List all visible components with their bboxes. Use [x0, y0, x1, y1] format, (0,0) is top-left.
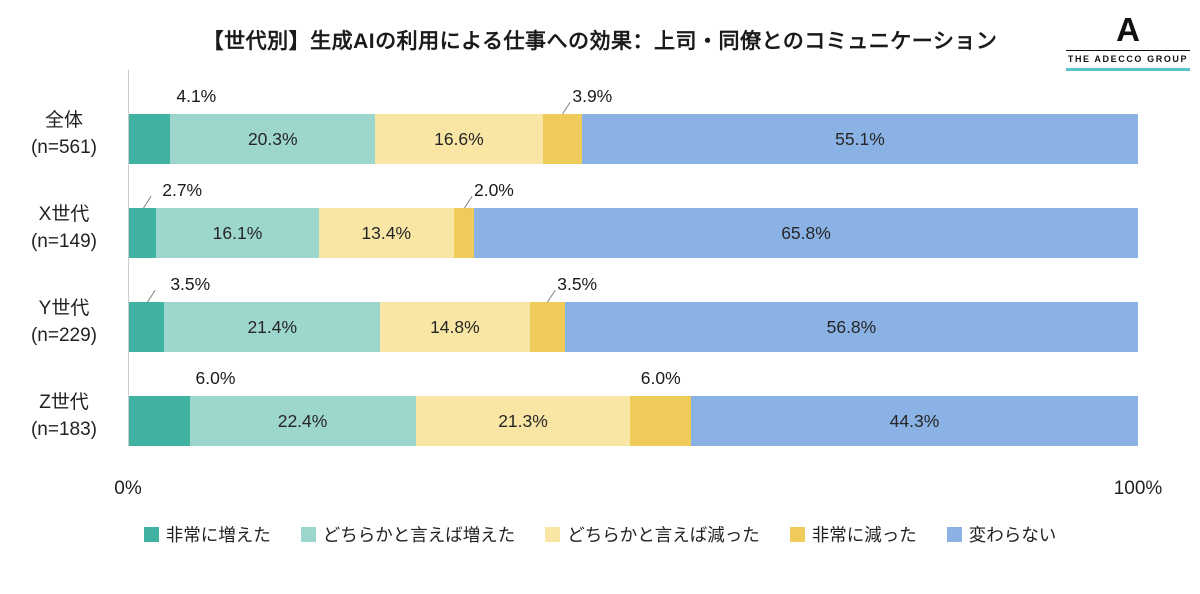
callout-label: 4.1%: [176, 86, 217, 106]
bar-segment: 56.8%: [564, 302, 1138, 352]
bar-segment: [630, 396, 691, 446]
category-name: Z世代: [39, 391, 89, 413]
category-n: (n=149): [30, 231, 98, 253]
bar-segment: [129, 114, 171, 164]
callout-label: 6.0%: [640, 368, 681, 388]
stacked-bar: 21.4% 14.8% 56.8%: [129, 302, 1138, 352]
category-n: (n=183): [30, 419, 98, 441]
bar-segment: 21.3%: [415, 396, 631, 446]
x-axis: 0% 100%: [114, 478, 1162, 502]
chart-row: Z世代 (n=183) 22.4% 21.3% 44.3% 6.0% 6.0%: [0, 352, 1138, 446]
category-label: 全体 (n=561): [0, 107, 128, 164]
adecco-logo: A THE ADECCO GROUP: [1066, 13, 1190, 71]
bar-segment: 13.4%: [318, 208, 454, 258]
category-name: Y世代: [38, 297, 90, 319]
bar-segment: [542, 114, 582, 164]
category-label: Y世代 (n=229): [0, 295, 128, 352]
callout-label: 3.9%: [572, 86, 613, 106]
stacked-bar: 20.3% 16.6% 55.1%: [129, 114, 1138, 164]
stacked-bar-chart: 全体 (n=561) 20.3% 16.6% 55.1% 4.1% 3.9% X世代 (n=14…: [0, 70, 1200, 446]
callout-leader-line: [142, 195, 152, 209]
category-label: Z世代 (n=183): [0, 389, 128, 446]
callout-leader-line: [547, 289, 556, 303]
callout-leader-line: [146, 289, 156, 303]
bar-segment: 16.6%: [375, 114, 543, 164]
bar-segment: 55.1%: [582, 114, 1138, 164]
legend-swatch: [946, 527, 962, 542]
logo-teal-underline: [1066, 68, 1190, 71]
chart-row: 全体 (n=561) 20.3% 16.6% 55.1% 4.1% 3.9%: [0, 70, 1138, 164]
adecco-logo-text: THE ADECCO GROUP: [1067, 54, 1189, 64]
adecco-logo-mark: A: [1116, 11, 1140, 48]
legend-label: どちらかと言えば減った: [567, 525, 760, 545]
bar-segment: 44.3%: [690, 396, 1138, 446]
chart-title: 【世代別】生成AIの利用による仕事への効果：上司・同僚とのコミュニケーション: [202, 30, 998, 53]
category-n: (n=561): [30, 137, 98, 159]
chart-row: X世代 (n=149) 16.1% 13.4% 65.8% 2.7% 2.0%: [0, 164, 1138, 258]
callout-leader-line: [464, 195, 473, 209]
legend-swatch: [143, 527, 159, 542]
callout-leader-line: [562, 101, 571, 115]
legend-swatch: [545, 527, 561, 542]
category-n: (n=229): [30, 325, 98, 347]
legend-item: 非常に増えた: [143, 522, 271, 547]
bar-segment: 20.3%: [170, 114, 376, 164]
logo-divider: [1066, 50, 1190, 51]
bar-segment: 21.4%: [164, 302, 381, 352]
stacked-bar: 22.4% 21.3% 44.3%: [129, 396, 1138, 446]
chart-legend: 非常に増えた どちらかと言えば増えた どちらかと言えば減った 非常に減った 変わらない: [0, 522, 1200, 547]
bar-segment: 65.8%: [474, 208, 1138, 258]
legend-label: 変わらない: [968, 525, 1057, 545]
stacked-bar: 16.1% 13.4% 65.8%: [129, 208, 1138, 258]
bar-segment: 22.4%: [189, 396, 416, 446]
category-name: 全体: [44, 109, 83, 131]
chart-row: Y世代 (n=229) 21.4% 14.8% 56.8% 3.5% 3.5%: [0, 258, 1138, 352]
bar-track: 20.3% 16.6% 55.1% 4.1% 3.9%: [128, 70, 1138, 164]
bar-segment: 14.8%: [380, 302, 530, 352]
callout-label: 3.5%: [170, 274, 211, 294]
callout-label: 2.7%: [162, 180, 203, 200]
legend-label: 非常に増えた: [165, 525, 271, 545]
bar-segment: [529, 302, 565, 352]
bar-track: 16.1% 13.4% 65.8% 2.7% 2.0%: [128, 164, 1138, 258]
callout-label: 3.5%: [557, 274, 598, 294]
legend-item: どちらかと言えば増えた: [300, 522, 516, 547]
legend-item: 非常に減った: [789, 522, 917, 547]
legend-swatch: [300, 527, 316, 542]
bar-track: 21.4% 14.8% 56.8% 3.5% 3.5%: [128, 258, 1138, 352]
legend-item: どちらかと言えば減った: [545, 522, 760, 547]
legend-item: 変わらない: [946, 522, 1057, 547]
bar-segment: [453, 208, 475, 258]
bar-segment: [129, 208, 157, 258]
callout-label: 2.0%: [473, 180, 514, 200]
legend-label: 非常に減った: [811, 525, 917, 545]
x-axis-min-label: 0%: [114, 478, 142, 499]
legend-swatch: [789, 527, 805, 542]
page-header: 【世代別】生成AIの利用による仕事への効果：上司・同僚とのコミュニケーション A…: [0, 0, 1200, 71]
bar-track: 22.4% 21.3% 44.3% 6.0% 6.0%: [128, 352, 1138, 446]
category-label: X世代 (n=149): [0, 201, 128, 258]
x-axis-max-label: 100%: [1113, 478, 1163, 499]
category-name: X世代: [38, 203, 90, 225]
bar-segment: 16.1%: [156, 208, 319, 258]
bar-segment: [129, 302, 165, 352]
legend-label: どちらかと言えば増えた: [322, 525, 516, 545]
bar-segment: [129, 396, 190, 446]
callout-label: 6.0%: [195, 368, 236, 388]
